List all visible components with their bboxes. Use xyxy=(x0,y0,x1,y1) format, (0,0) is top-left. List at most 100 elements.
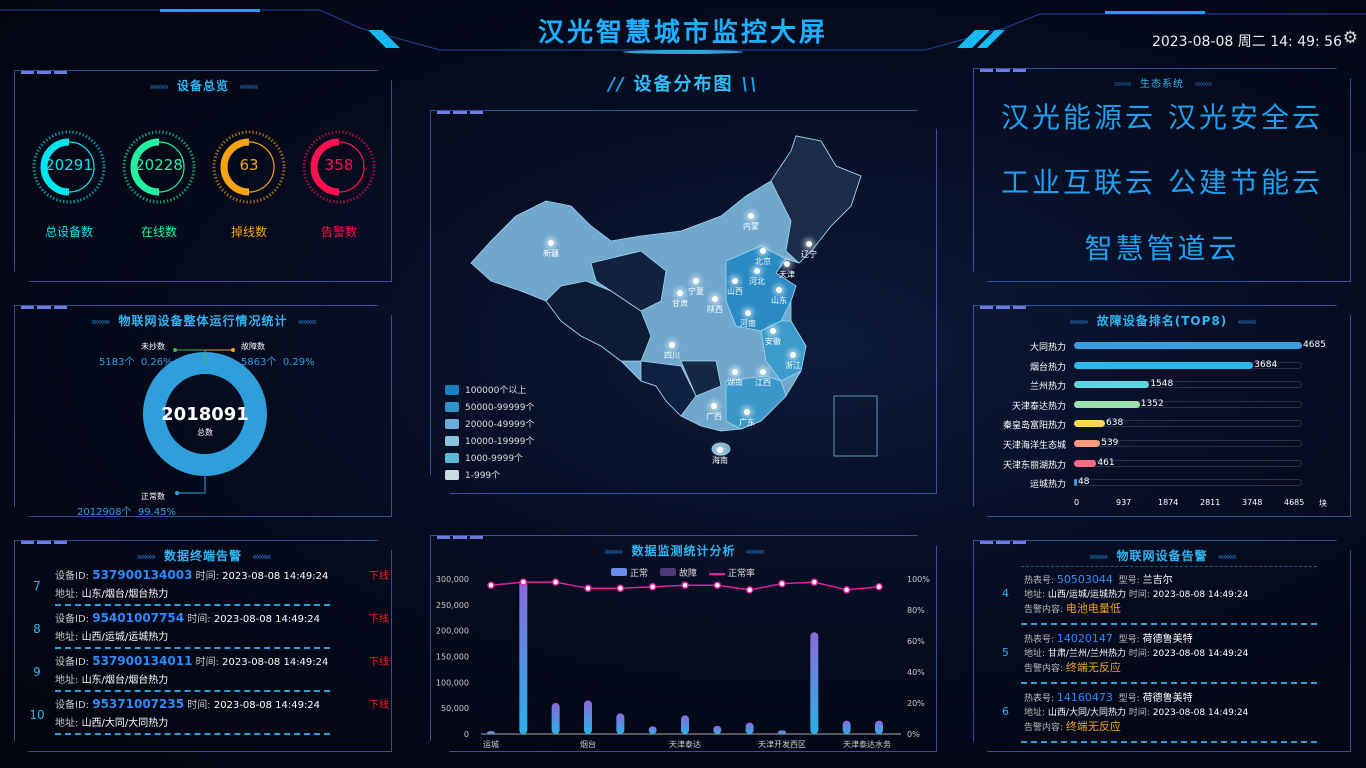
rank-tick-label: 0 xyxy=(1074,498,1080,507)
bar[interactable] xyxy=(551,703,560,734)
legend-item[interactable]: 10000-19999个 xyxy=(445,432,535,449)
rank-label: 天津东丽湖热力 xyxy=(1002,460,1066,471)
alarm-content: 终端无反应 xyxy=(1065,720,1121,733)
panel-title: ››››››› 生态系统 ‹‹‹‹‹‹‹ xyxy=(1113,77,1213,90)
marker-dot-icon xyxy=(806,241,812,247)
alarm-index: 6 xyxy=(1002,705,1009,718)
legend-normal[interactable]: 正常 xyxy=(611,566,648,579)
y-tick-label: 300,000 xyxy=(436,575,469,584)
marker-dot-icon xyxy=(548,240,554,246)
map-marker[interactable]: 新疆 xyxy=(536,240,566,259)
iot-alarm-item[interactable]: 4 热表号: 50503044 型号: 兰吉尔 地址: 山西/运城/运城热力 时… xyxy=(1002,573,1334,625)
alarm-item[interactable]: 8 设备ID: 95401007754 时间: 2023-08-08 14:49… xyxy=(33,610,391,649)
rate-point[interactable] xyxy=(584,584,592,593)
bar[interactable] xyxy=(842,720,851,734)
legend-label: 1000-9999个 xyxy=(465,454,524,464)
legend-item[interactable]: 1-999个 xyxy=(445,466,535,483)
iot-alarm-item[interactable]: 5 热表号: 14020147 型号: 荷德鲁美特 地址: 甘肃/兰州/兰州热力… xyxy=(1002,632,1334,684)
legend-swatch xyxy=(445,384,459,395)
gauge-label: 告警数 xyxy=(320,225,357,239)
rank-bar[interactable] xyxy=(1074,459,1097,467)
rate-point[interactable] xyxy=(713,581,722,589)
bar[interactable] xyxy=(616,713,625,734)
bar[interactable] xyxy=(519,579,528,734)
rate-point[interactable] xyxy=(842,586,851,594)
map-marker[interactable]: 宁夏 xyxy=(681,278,711,297)
bar[interactable] xyxy=(745,722,754,734)
rate-point[interactable] xyxy=(681,581,689,589)
ecosystem-line[interactable]: 工业互联云 公建节能云 xyxy=(1001,166,1323,199)
iot-alarm-item[interactable]: 6 热表号: 14160473 型号: 荷德鲁美特 地址: 山西/大同/大同热力… xyxy=(1002,691,1334,743)
legend-fault[interactable]: 故障 xyxy=(660,566,697,579)
map-marker[interactable]: 河南 xyxy=(733,310,763,329)
rank-bar[interactable] xyxy=(1074,342,1302,349)
legend-item[interactable]: 50000-99999个 xyxy=(445,398,535,415)
bar[interactable] xyxy=(875,720,883,734)
alarm-item[interactable]: 10 设备ID: 95371007235 时间: 2023-08-08 14:4… xyxy=(29,696,391,735)
china-map[interactable] xyxy=(431,111,938,495)
rank-bar[interactable] xyxy=(1074,420,1106,428)
rate-point[interactable] xyxy=(875,583,883,591)
map-marker[interactable]: 陕西 xyxy=(700,296,730,315)
alarm-item[interactable]: 7 设备ID: 537900134003 时间: 2023-08-08 14:4… xyxy=(33,567,391,606)
panel-title: ››››››› 故障设备排名(TOP8) ‹‹‹‹‹‹‹ xyxy=(1069,314,1257,328)
rate-point[interactable] xyxy=(519,578,528,586)
bar[interactable] xyxy=(778,730,786,734)
alarm-address: 甘肃/兰州/兰州热力 xyxy=(1047,649,1126,659)
ecosystem-line[interactable]: 汉光能源云 汉光安全云 xyxy=(1001,101,1323,134)
rank-bar[interactable] xyxy=(1074,400,1140,408)
rank-bar[interactable] xyxy=(1074,479,1077,487)
region-north xyxy=(725,245,797,332)
id-label: 设备ID: xyxy=(55,614,90,625)
map-marker[interactable]: 广西 xyxy=(699,403,729,422)
ecosystem-line[interactable]: 智慧管道云 xyxy=(1084,232,1240,265)
map-marker[interactable]: 浙江 xyxy=(778,352,808,371)
map-marker[interactable]: 海南 xyxy=(705,447,735,466)
map-marker[interactable]: 广东 xyxy=(732,409,762,428)
province-label: 辽宁 xyxy=(801,250,817,259)
rate-point[interactable] xyxy=(616,584,625,593)
bar[interactable] xyxy=(584,700,592,734)
alarm-item[interactable]: 9 设备ID: 537900134011 时间: 2023-08-08 14:4… xyxy=(33,653,391,692)
legend-item[interactable]: 20000-49999个 xyxy=(445,415,535,432)
map-marker[interactable]: 江西 xyxy=(748,369,778,388)
gear-icon[interactable]: ⚙ xyxy=(1342,28,1358,48)
legend-item[interactable]: 100000个以上 xyxy=(445,381,535,398)
y-tick-label: 250,000 xyxy=(436,601,469,610)
map-marker[interactable]: 山东 xyxy=(764,287,794,306)
bar[interactable] xyxy=(713,725,722,734)
map-marker[interactable]: 河北 xyxy=(742,268,772,287)
rate-point[interactable] xyxy=(551,578,560,586)
map-marker[interactable]: 甘肃 xyxy=(665,290,695,309)
alarm-time: 2023-08-08 14:49:24 xyxy=(222,657,329,668)
marker-dot-icon xyxy=(745,310,751,316)
rate-point[interactable] xyxy=(648,583,657,591)
ring-gauge-icon xyxy=(122,130,196,204)
addr-label: 地址: xyxy=(55,675,79,686)
legend-item[interactable]: 1000-9999个 xyxy=(445,449,535,466)
map-marker[interactable]: 北京 xyxy=(748,248,778,267)
map-marker[interactable]: 湖南 xyxy=(720,369,750,388)
bar[interactable] xyxy=(487,731,495,734)
bar[interactable] xyxy=(810,632,819,734)
terminal-alarm-panel: ››››››› 数据终端告警 ‹‹‹‹‹‹‹ 7 设备ID: 53790013400… xyxy=(14,540,392,752)
map-marker[interactable]: 山西 xyxy=(720,278,750,297)
rank-label: 天津海洋生态城 xyxy=(1002,441,1066,451)
rate-point[interactable] xyxy=(745,586,754,594)
rank-bar[interactable] xyxy=(1074,381,1150,389)
map-marker[interactable]: 安徽 xyxy=(758,328,788,347)
time-label: 时间: xyxy=(1128,649,1150,659)
marker-dot-icon xyxy=(776,287,782,293)
rank-bar[interactable] xyxy=(1074,361,1254,369)
map-marker[interactable]: 四川 xyxy=(657,342,687,361)
rank-bar[interactable] xyxy=(1074,440,1101,447)
legend-rate[interactable]: 正常率 xyxy=(709,566,755,579)
rate-point[interactable] xyxy=(810,578,819,586)
bar[interactable] xyxy=(681,715,689,734)
map-marker[interactable]: 天津 xyxy=(772,261,802,280)
rate-point[interactable] xyxy=(778,579,786,588)
map-marker[interactable]: 内蒙 xyxy=(736,213,766,232)
map-marker[interactable]: 辽宁 xyxy=(794,241,824,260)
rate-point[interactable] xyxy=(487,581,495,589)
bar[interactable] xyxy=(648,726,657,734)
